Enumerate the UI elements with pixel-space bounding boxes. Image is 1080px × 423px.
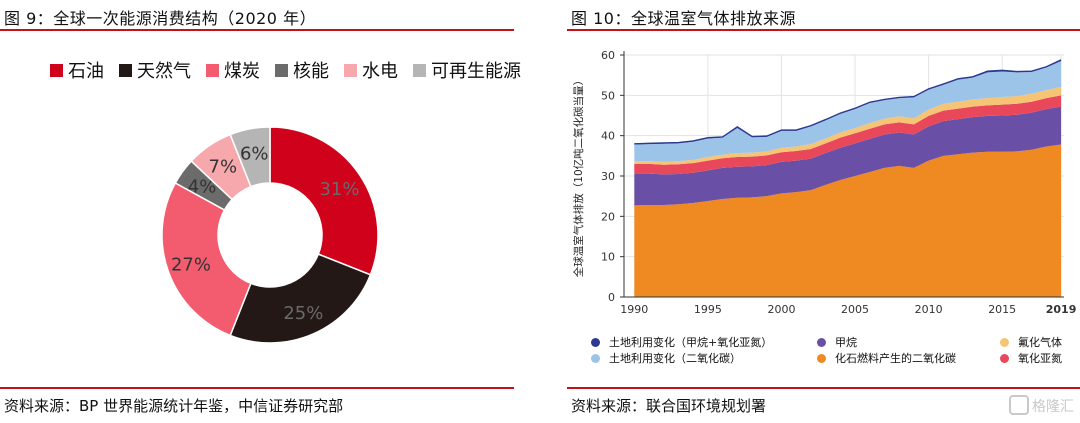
- stacked-area-chart: 0 10 20 30 40 50 60 1990 1995 2000 2005 2010 2015 201…: [572, 49, 1077, 316]
- donut-label-4: 7%: [209, 157, 238, 178]
- y-tick-30: 30: [601, 170, 615, 183]
- legend-label-landuse-ch4n2o: 土地利用变化（甲烷+氧化亚氮）: [609, 336, 773, 349]
- right-figure-title: 图 10：全球温室气体排放来源: [571, 9, 796, 28]
- right-title-rule: [567, 29, 1080, 31]
- legend-dot-landuse-co2: [591, 353, 600, 363]
- y-tick-10: 10: [601, 251, 615, 264]
- legend-label-methane: 甲烷: [835, 336, 857, 349]
- legend-label-fossil-co2: 化石燃料产生的二氧化碳: [835, 352, 956, 365]
- donut-label-0: 31%: [319, 179, 359, 200]
- area-series-1: [634, 106, 1062, 206]
- legend-swatch-renewables: [413, 63, 426, 77]
- area-series-4: [634, 61, 1062, 162]
- donut-label-2: 27%: [171, 254, 211, 275]
- y-tick-20: 20: [601, 210, 615, 223]
- area-series-2: [634, 95, 1062, 175]
- legend-swatch-hydro: [344, 63, 357, 77]
- legend-label-hydro: 水电: [362, 61, 398, 82]
- legend-dot-fgas: [1000, 337, 1009, 347]
- legend-dot-fossil-co2: [817, 353, 826, 363]
- legend-label-coal: 煤炭: [224, 61, 260, 82]
- watermark-text: 格隆汇: [1032, 399, 1074, 415]
- y-tick-0: 0: [608, 291, 615, 304]
- donut-label-5: 6%: [240, 143, 269, 164]
- legend-label-gas: 天然气: [137, 61, 191, 82]
- left-title-rule: [0, 29, 514, 31]
- legend-dot-landuse-ch4n2o: [591, 337, 600, 347]
- legend-label-n2o: 氧化亚氮: [1018, 352, 1062, 365]
- legend-item-fgas: 氟化气体: [1000, 334, 1062, 350]
- area-series-3: [634, 86, 1062, 165]
- legend-label-renewables: 可再生能源: [431, 61, 521, 82]
- legend-item-coal: 煤炭: [206, 57, 260, 83]
- x-tick-2019: 2019: [1046, 303, 1077, 316]
- legend-item-hydro: 水电: [344, 57, 398, 83]
- x-tick-1995: 1995: [694, 303, 722, 316]
- left-source-note: 资料来源：BP 世界能源统计年鉴，中信证券研究部: [4, 397, 344, 415]
- x-tick-2000: 2000: [767, 303, 795, 316]
- x-tick-2010: 2010: [915, 303, 943, 316]
- y-axis-title: 全球温室气体排放（10亿吨二氧化碳当量）: [572, 75, 585, 277]
- donut-label-1: 25%: [283, 303, 323, 324]
- left-figure-panel: 图 9：全球一次能源消费结构（2020 年） 石油 天然气 煤炭 核能 水电 可…: [0, 0, 521, 423]
- left-figure-title: 图 9：全球一次能源消费结构（2020 年）: [4, 9, 317, 28]
- y-tick-60: 60: [601, 49, 615, 62]
- area-top-outline: [634, 59, 1062, 145]
- legend-swatch-oil: [50, 63, 63, 77]
- legend-label-fgas: 氟化气体: [1018, 336, 1062, 349]
- legend-label-nuclear: 核能: [293, 61, 329, 82]
- right-figure-panel: 图 10：全球温室气体排放来源 0 10 20 30 40 50 60 1990 1995 200…: [567, 0, 1080, 423]
- legend-item-n2o: 氧化亚氮: [1000, 350, 1062, 366]
- donut-label-3: 4%: [188, 177, 217, 198]
- donut-slice-5: [229, 126, 271, 188]
- legend-item-renewables: 可再生能源: [413, 57, 521, 83]
- left-source-rule: [0, 387, 514, 389]
- donut-slice-0: [269, 126, 379, 276]
- right-source-rule: [567, 387, 1080, 389]
- x-tick-2005: 2005: [841, 303, 869, 316]
- donut-slice-2: [161, 181, 252, 337]
- legend-item-fossil-co2: 化石燃料产生的二氧化碳: [817, 350, 956, 366]
- watermark: 格隆汇: [1009, 395, 1074, 416]
- legend-label-oil: 石油: [68, 61, 104, 82]
- legend-dot-methane: [817, 337, 826, 347]
- legend-item-landuse-co2: 土地利用变化（二氧化碳）: [591, 350, 741, 366]
- x-tick-2015: 2015: [988, 303, 1016, 316]
- donut-slice-1: [229, 253, 372, 344]
- watermark-logo-icon: [1009, 395, 1029, 415]
- legend-swatch-gas: [119, 63, 132, 77]
- legend-swatch-nuclear: [275, 63, 288, 77]
- legend-item-methane: 甲烷: [817, 334, 857, 350]
- legend-item-nuclear: 核能: [275, 57, 329, 83]
- x-tick-1990: 1990: [620, 303, 648, 316]
- legend-item-oil: 石油: [50, 57, 104, 83]
- legend-dot-n2o: [1000, 353, 1009, 363]
- y-tick-50: 50: [601, 89, 615, 102]
- legend-swatch-coal: [206, 63, 219, 77]
- pie-legend: 石油 天然气 煤炭 核能 水电 可再生能源: [50, 57, 536, 83]
- area-series-0: [634, 144, 1062, 297]
- legend-item-landuse-ch4n2o: 土地利用变化（甲烷+氧化亚氮）: [591, 334, 772, 350]
- legend-item-gas: 天然气: [119, 57, 191, 83]
- y-tick-40: 40: [601, 130, 615, 143]
- donut-chart: 31% 25% 27% 4%7%6%: [161, 126, 379, 344]
- right-source-note: 资料来源：联合国环境规划署: [571, 397, 767, 415]
- legend-label-landuse-co2: 土地利用变化（二氧化碳）: [609, 352, 741, 365]
